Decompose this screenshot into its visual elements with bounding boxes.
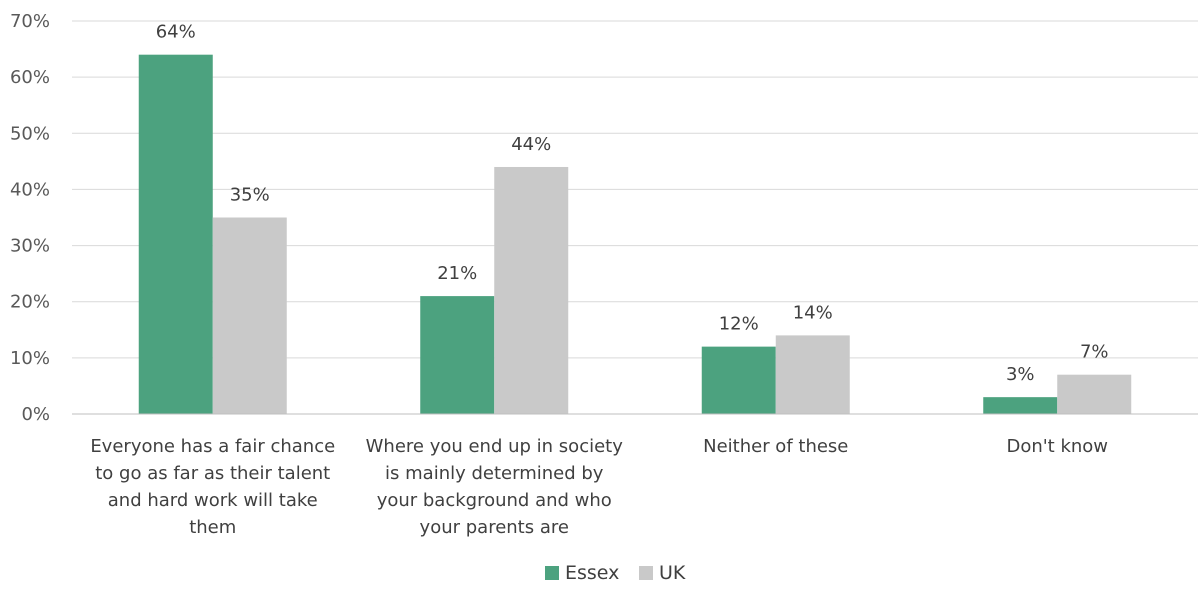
bar-essex [701,346,776,414]
y-tick-label: 20% [10,292,50,313]
x-category-label-line: Where you end up in society [366,436,624,457]
data-labels: 64% 35% 21% 44% 12% 14% 3% 7% [156,22,1109,385]
y-axis-ticks: 0% 10% 20% 30% 40% 50% 60% 70% [10,11,50,425]
bar-essex [420,296,495,414]
data-label: 3% [1006,364,1035,385]
y-tick-label: 60% [10,67,50,88]
y-tick-label: 40% [10,179,50,200]
bar-uk [494,166,569,414]
x-category-label-line: them [189,517,236,538]
y-tick-label: 10% [10,348,50,369]
bars [138,54,1132,414]
bar-uk [212,217,287,414]
x-category-label-line: Neither of these [703,436,848,457]
x-category-label-line: Everyone has a fair chance [90,436,335,457]
x-category-label: Where you end up in society is mainly det… [366,436,624,538]
x-category-label: Neither of these [703,436,848,457]
legend-swatch-essex [545,566,559,580]
x-category-label-line: to go as far as their talent [95,463,330,484]
data-label: 7% [1080,342,1109,363]
y-tick-label: 30% [10,236,50,257]
data-label: 35% [230,185,270,206]
x-category-label-line: your background and who [377,490,612,511]
x-category-label-line: your parents are [420,517,569,538]
bar-essex [983,397,1058,414]
legend-label-essex: Essex [565,562,619,584]
category-labels: Everyone has a fair chance to go as far a… [90,436,1108,538]
data-label: 12% [719,314,759,335]
x-category-label-line: Don't know [1006,436,1108,457]
data-label: 64% [156,22,196,43]
legend-label-uk: UK [659,562,686,584]
x-category-label: Don't know [1006,436,1108,457]
y-tick-label: 50% [10,123,50,144]
bar-uk [1057,374,1132,414]
legend-swatch-uk [639,566,653,580]
bar-essex [138,54,213,414]
data-label: 14% [793,302,833,323]
bar-uk [775,335,850,414]
x-category-label-line: and hard work will take [108,490,318,511]
x-category-label-line: is mainly determined by [385,463,604,484]
data-label: 21% [437,263,477,284]
x-category-label: Everyone has a fair chance to go as far a… [90,436,335,538]
y-tick-label: 0% [21,404,50,425]
legend: Essex UK [545,562,686,584]
y-tick-label: 70% [10,11,50,32]
data-label: 44% [511,134,551,155]
